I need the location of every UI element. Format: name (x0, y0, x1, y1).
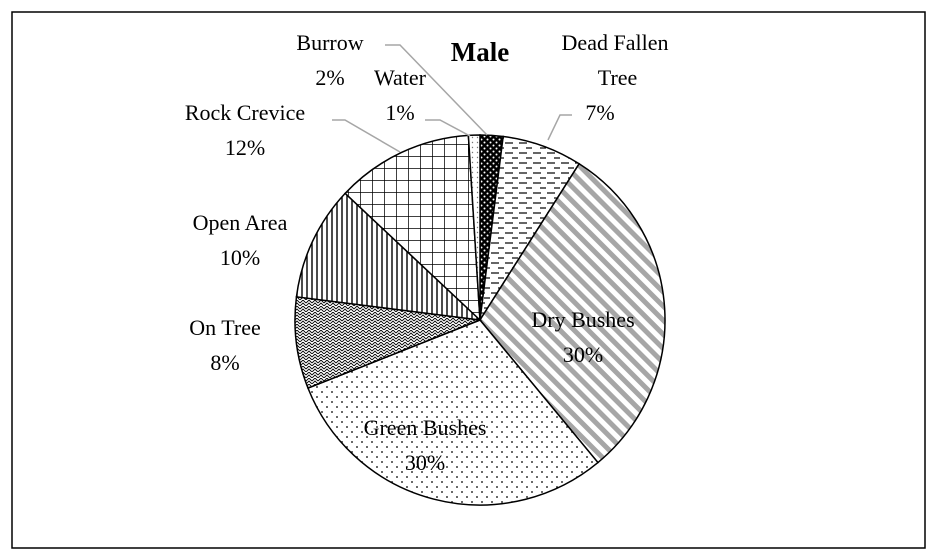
pie-slice (479, 162, 666, 464)
slice-label: Water (374, 65, 427, 90)
slice-label: Burrow (296, 30, 363, 55)
leader-line (425, 119, 471, 137)
slice-value-label: 30% (563, 342, 603, 367)
slice-label: Open Area (193, 210, 288, 235)
slice-value-label: 2% (315, 65, 344, 90)
pie-slice (344, 134, 481, 322)
slice-value-label: 8% (210, 350, 239, 375)
slice-label: Rock Crevice (185, 100, 305, 125)
leader-line (332, 119, 401, 153)
slice-value-label: 1% (385, 100, 414, 125)
leader-line (385, 44, 488, 136)
slice-label: On Tree (189, 315, 261, 340)
pie-slice (294, 295, 481, 390)
slice-label: Green Bushes (364, 415, 487, 440)
slice-value-label: 10% (220, 245, 260, 270)
leader-line (547, 114, 572, 141)
slice-label: Dry Bushes (531, 307, 634, 332)
slice-value-label: 12% (225, 135, 265, 160)
slice-value-label: 30% (405, 450, 445, 475)
pie-slice (307, 319, 599, 506)
slice-label: Dead Fallen Tree (562, 30, 669, 90)
slice-value-label: 7% (585, 100, 614, 125)
pie-slice (295, 192, 483, 322)
chart-title: Male (451, 37, 509, 67)
